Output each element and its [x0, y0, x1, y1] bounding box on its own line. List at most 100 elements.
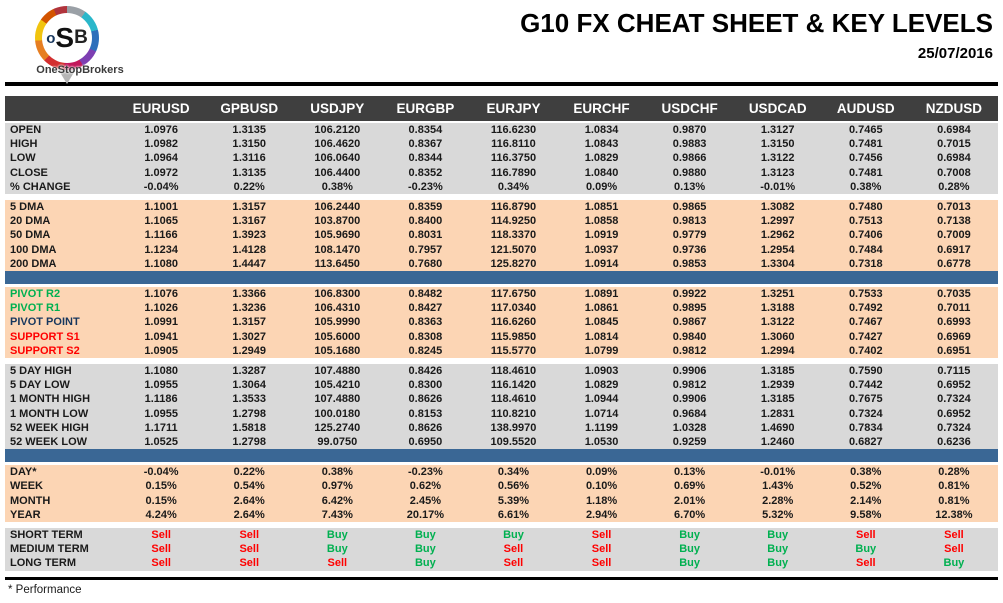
- cell-value: 0.15%: [117, 493, 206, 508]
- cell-value: 0.62%: [381, 479, 470, 494]
- cell-value: 1.1076: [117, 287, 206, 302]
- cell-value: -0.04%: [117, 179, 206, 195]
- cell-value: 1.2939: [733, 378, 822, 393]
- signal-cell: Buy: [733, 556, 822, 571]
- cell-value: 1.0976: [117, 122, 206, 138]
- cell-value: 125.2740: [293, 420, 382, 436]
- cell-value: 1.3157: [205, 200, 294, 215]
- signal-cell: Buy: [381, 556, 470, 571]
- cell-value: 0.09%: [557, 465, 646, 480]
- cell-value: 0.7513: [821, 214, 910, 229]
- signal-cell: Sell: [821, 556, 910, 571]
- column-header-usdjpy: USDJPY: [293, 96, 382, 123]
- cell-value: 1.2949: [205, 343, 294, 359]
- cell-value: 0.28%: [909, 465, 998, 480]
- table-row: LONG TERM Sell Sell Sell Buy Sell Sell Buy Buy Se…: [5, 556, 998, 571]
- cell-value: 1.3150: [205, 137, 294, 152]
- cell-value: 116.7890: [469, 165, 558, 180]
- signal-cell: Buy: [645, 528, 734, 543]
- cell-value: 0.8300: [381, 378, 470, 393]
- cell-value: -0.23%: [381, 465, 470, 480]
- row-label: LOW: [5, 151, 118, 166]
- cell-value: 1.3122: [733, 151, 822, 166]
- cell-value: 1.1234: [117, 242, 206, 257]
- cell-value: 5.39%: [469, 493, 558, 508]
- cell-value: 1.4128: [205, 242, 294, 257]
- cell-value: 1.0851: [557, 200, 646, 215]
- cell-value: 12.38%: [909, 507, 998, 523]
- section-gap: [5, 462, 998, 466]
- cell-value: 0.13%: [645, 179, 734, 195]
- cell-value: 1.0905: [117, 343, 206, 359]
- table-row: MONTH 0.15% 2.64% 6.42% 2.45% 5.39% 1.18% 2.01%…: [5, 493, 998, 508]
- cell-value: 1.18%: [557, 493, 646, 508]
- cell-value: 1.0919: [557, 228, 646, 243]
- cell-value: 1.3157: [205, 315, 294, 330]
- cell-value: 0.7481: [821, 137, 910, 152]
- cell-value: 1.0858: [557, 214, 646, 229]
- cell-value: 1.0982: [117, 137, 206, 152]
- cell-value: 0.54%: [205, 479, 294, 494]
- cell-value: 0.6952: [909, 406, 998, 421]
- signal-cell: Buy: [293, 542, 382, 557]
- table-row: PIVOT R1 1.1026 1.3236 106.4310 0.8427 117.03…: [5, 301, 998, 316]
- section-divider: [5, 449, 998, 463]
- signal-cell: Buy: [821, 542, 910, 557]
- cell-value: 0.38%: [821, 465, 910, 480]
- cell-value: 0.7480: [821, 200, 910, 215]
- signal-cell: Sell: [557, 542, 646, 557]
- header-row: EURUSD GPBUSD USDJPY EURGBP EURJPY EURCHF USDC…: [5, 96, 998, 123]
- cell-value: 0.81%: [909, 493, 998, 508]
- section-gap-cell: [5, 462, 998, 466]
- row-label: OPEN: [5, 122, 118, 138]
- title-block: G10 FX CHEAT SHEET & KEY LEVELS 25/07/20…: [520, 8, 993, 62]
- section-gap-cell: [5, 194, 998, 201]
- cell-value: 1.3287: [205, 364, 294, 379]
- cell-value: 117.6750: [469, 287, 558, 302]
- cell-value: 0.7008: [909, 165, 998, 180]
- cell-value: 0.7406: [821, 228, 910, 243]
- cell-value: 7.43%: [293, 507, 382, 523]
- cell-value: 116.6260: [469, 315, 558, 330]
- row-label: MONTH: [5, 493, 118, 508]
- table-row: 200 DMA 1.1080 1.4447 113.6450 0.7680 125.827…: [5, 256, 998, 272]
- cell-value: 1.0829: [557, 378, 646, 393]
- cell-value: 0.7481: [821, 165, 910, 180]
- cell-value: 116.3750: [469, 151, 558, 166]
- cell-value: 0.6969: [909, 329, 998, 344]
- cell-value: 0.6778: [909, 256, 998, 272]
- cell-value: 106.2440: [293, 200, 382, 215]
- row-label: 5 DMA: [5, 200, 118, 215]
- cell-value: 0.7138: [909, 214, 998, 229]
- cell-value: 0.9684: [645, 406, 734, 421]
- cell-value: 1.1711: [117, 420, 206, 436]
- cell-value: 0.09%: [557, 179, 646, 195]
- cell-value: 108.1470: [293, 242, 382, 257]
- section-gap: [5, 194, 998, 201]
- cell-value: 0.8426: [381, 364, 470, 379]
- cell-value: 117.0340: [469, 301, 558, 316]
- cell-value: 0.8367: [381, 137, 470, 152]
- cell-value: 103.8700: [293, 214, 382, 229]
- table-row: SUPPORT S1 1.0941 1.3027 105.6000 0.8308 115.…: [5, 329, 998, 344]
- cell-value: 0.97%: [293, 479, 382, 494]
- row-label: CLOSE: [5, 165, 118, 180]
- cell-value: 1.0525: [117, 435, 206, 450]
- signal-cell: Buy: [733, 542, 822, 557]
- cell-value: 1.3304: [733, 256, 822, 272]
- cell-value: 1.3127: [733, 122, 822, 138]
- cell-value: 0.7590: [821, 364, 910, 379]
- cell-value: 106.0640: [293, 151, 382, 166]
- signal-cell: Sell: [557, 528, 646, 543]
- cell-value: 0.8400: [381, 214, 470, 229]
- cell-value: 1.3060: [733, 329, 822, 344]
- table-row: YEAR 4.24% 2.64% 7.43% 20.17% 6.61% 2.94% 6.70%…: [5, 507, 998, 523]
- report-date: 25/07/2016: [917, 45, 993, 62]
- cell-value: 1.3185: [733, 392, 822, 407]
- cell-value: 0.7465: [821, 122, 910, 138]
- cell-value: 1.0328: [645, 420, 734, 436]
- column-header-nzdusd: NZDUSD: [909, 96, 998, 123]
- signal-cell: Buy: [733, 528, 822, 543]
- table-row: 52 WEEK HIGH 1.1711 1.5818 125.2740 0.8626 13…: [5, 420, 998, 436]
